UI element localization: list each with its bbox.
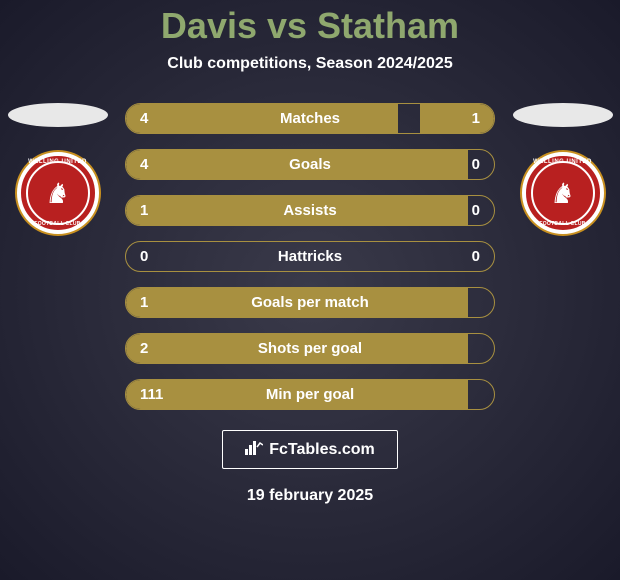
horse-icon: ♞ (550, 177, 575, 210)
stat-row: 111 Min per goal (125, 379, 495, 410)
stat-value-right: 0 (472, 248, 480, 265)
stat-label: Matches (280, 110, 340, 127)
footer-brand-text: FcTables.com (269, 441, 375, 459)
chart-icon (245, 439, 263, 460)
bar-left (126, 104, 398, 133)
player-left-column: WELLING UNITED ♞ FOOTBALL CLUB (5, 103, 110, 234)
stats-column: 4 Matches 1 4 Goals 0 1 Assists 0 0 Hattricks 0 1 Goa… (125, 103, 495, 410)
shadow-ellipse-left (8, 103, 108, 127)
stat-value-left: 1 (140, 294, 148, 311)
stat-row: 4 Matches 1 (125, 103, 495, 134)
stat-row: 1 Assists 0 (125, 195, 495, 226)
stat-label: Shots per goal (258, 340, 362, 357)
stat-row: 2 Shots per goal (125, 333, 495, 364)
horse-icon: ♞ (45, 177, 70, 210)
stat-value-left: 4 (140, 156, 148, 173)
crest-inner-ring: ♞ (531, 161, 595, 225)
stat-row: 0 Hattricks 0 (125, 241, 495, 272)
stat-value-left: 2 (140, 340, 148, 357)
stat-value-left: 0 (140, 248, 148, 265)
bar-right (420, 104, 494, 133)
stat-label: Hattricks (278, 248, 342, 265)
stat-label: Min per goal (266, 386, 354, 403)
stat-value-right: 1 (472, 110, 480, 127)
crest-bottom-text: FOOTBALL CLUB (539, 221, 585, 227)
shadow-ellipse-right (513, 103, 613, 127)
stat-row: 1 Goals per match (125, 287, 495, 318)
infographic-container: Davis vs Statham Club competitions, Seas… (0, 0, 620, 580)
stat-value-left: 4 (140, 110, 148, 127)
club-crest-left: WELLING UNITED ♞ FOOTBALL CLUB (17, 152, 99, 234)
stat-value-right: 0 (472, 202, 480, 219)
stat-value-right: 0 (472, 156, 480, 173)
date-text: 19 february 2025 (247, 487, 373, 505)
main-area: WELLING UNITED ♞ FOOTBALL CLUB 4 Matches 1… (0, 103, 620, 410)
stat-value-left: 111 (140, 386, 163, 403)
stat-row: 4 Goals 0 (125, 149, 495, 180)
crest-inner-ring: ♞ (26, 161, 90, 225)
stat-label: Goals (289, 156, 331, 173)
subtitle: Club competitions, Season 2024/2025 (167, 55, 452, 73)
stat-label: Assists (283, 202, 336, 219)
crest-bottom-text: FOOTBALL CLUB (34, 221, 80, 227)
footer-brand-badge: FcTables.com (222, 430, 398, 469)
stat-value-left: 1 (140, 202, 148, 219)
player-right-column: WELLING UNITED ♞ FOOTBALL CLUB (510, 103, 615, 234)
club-crest-right: WELLING UNITED ♞ FOOTBALL CLUB (522, 152, 604, 234)
stat-label: Goals per match (251, 294, 369, 311)
title: Davis vs Statham (161, 5, 459, 47)
